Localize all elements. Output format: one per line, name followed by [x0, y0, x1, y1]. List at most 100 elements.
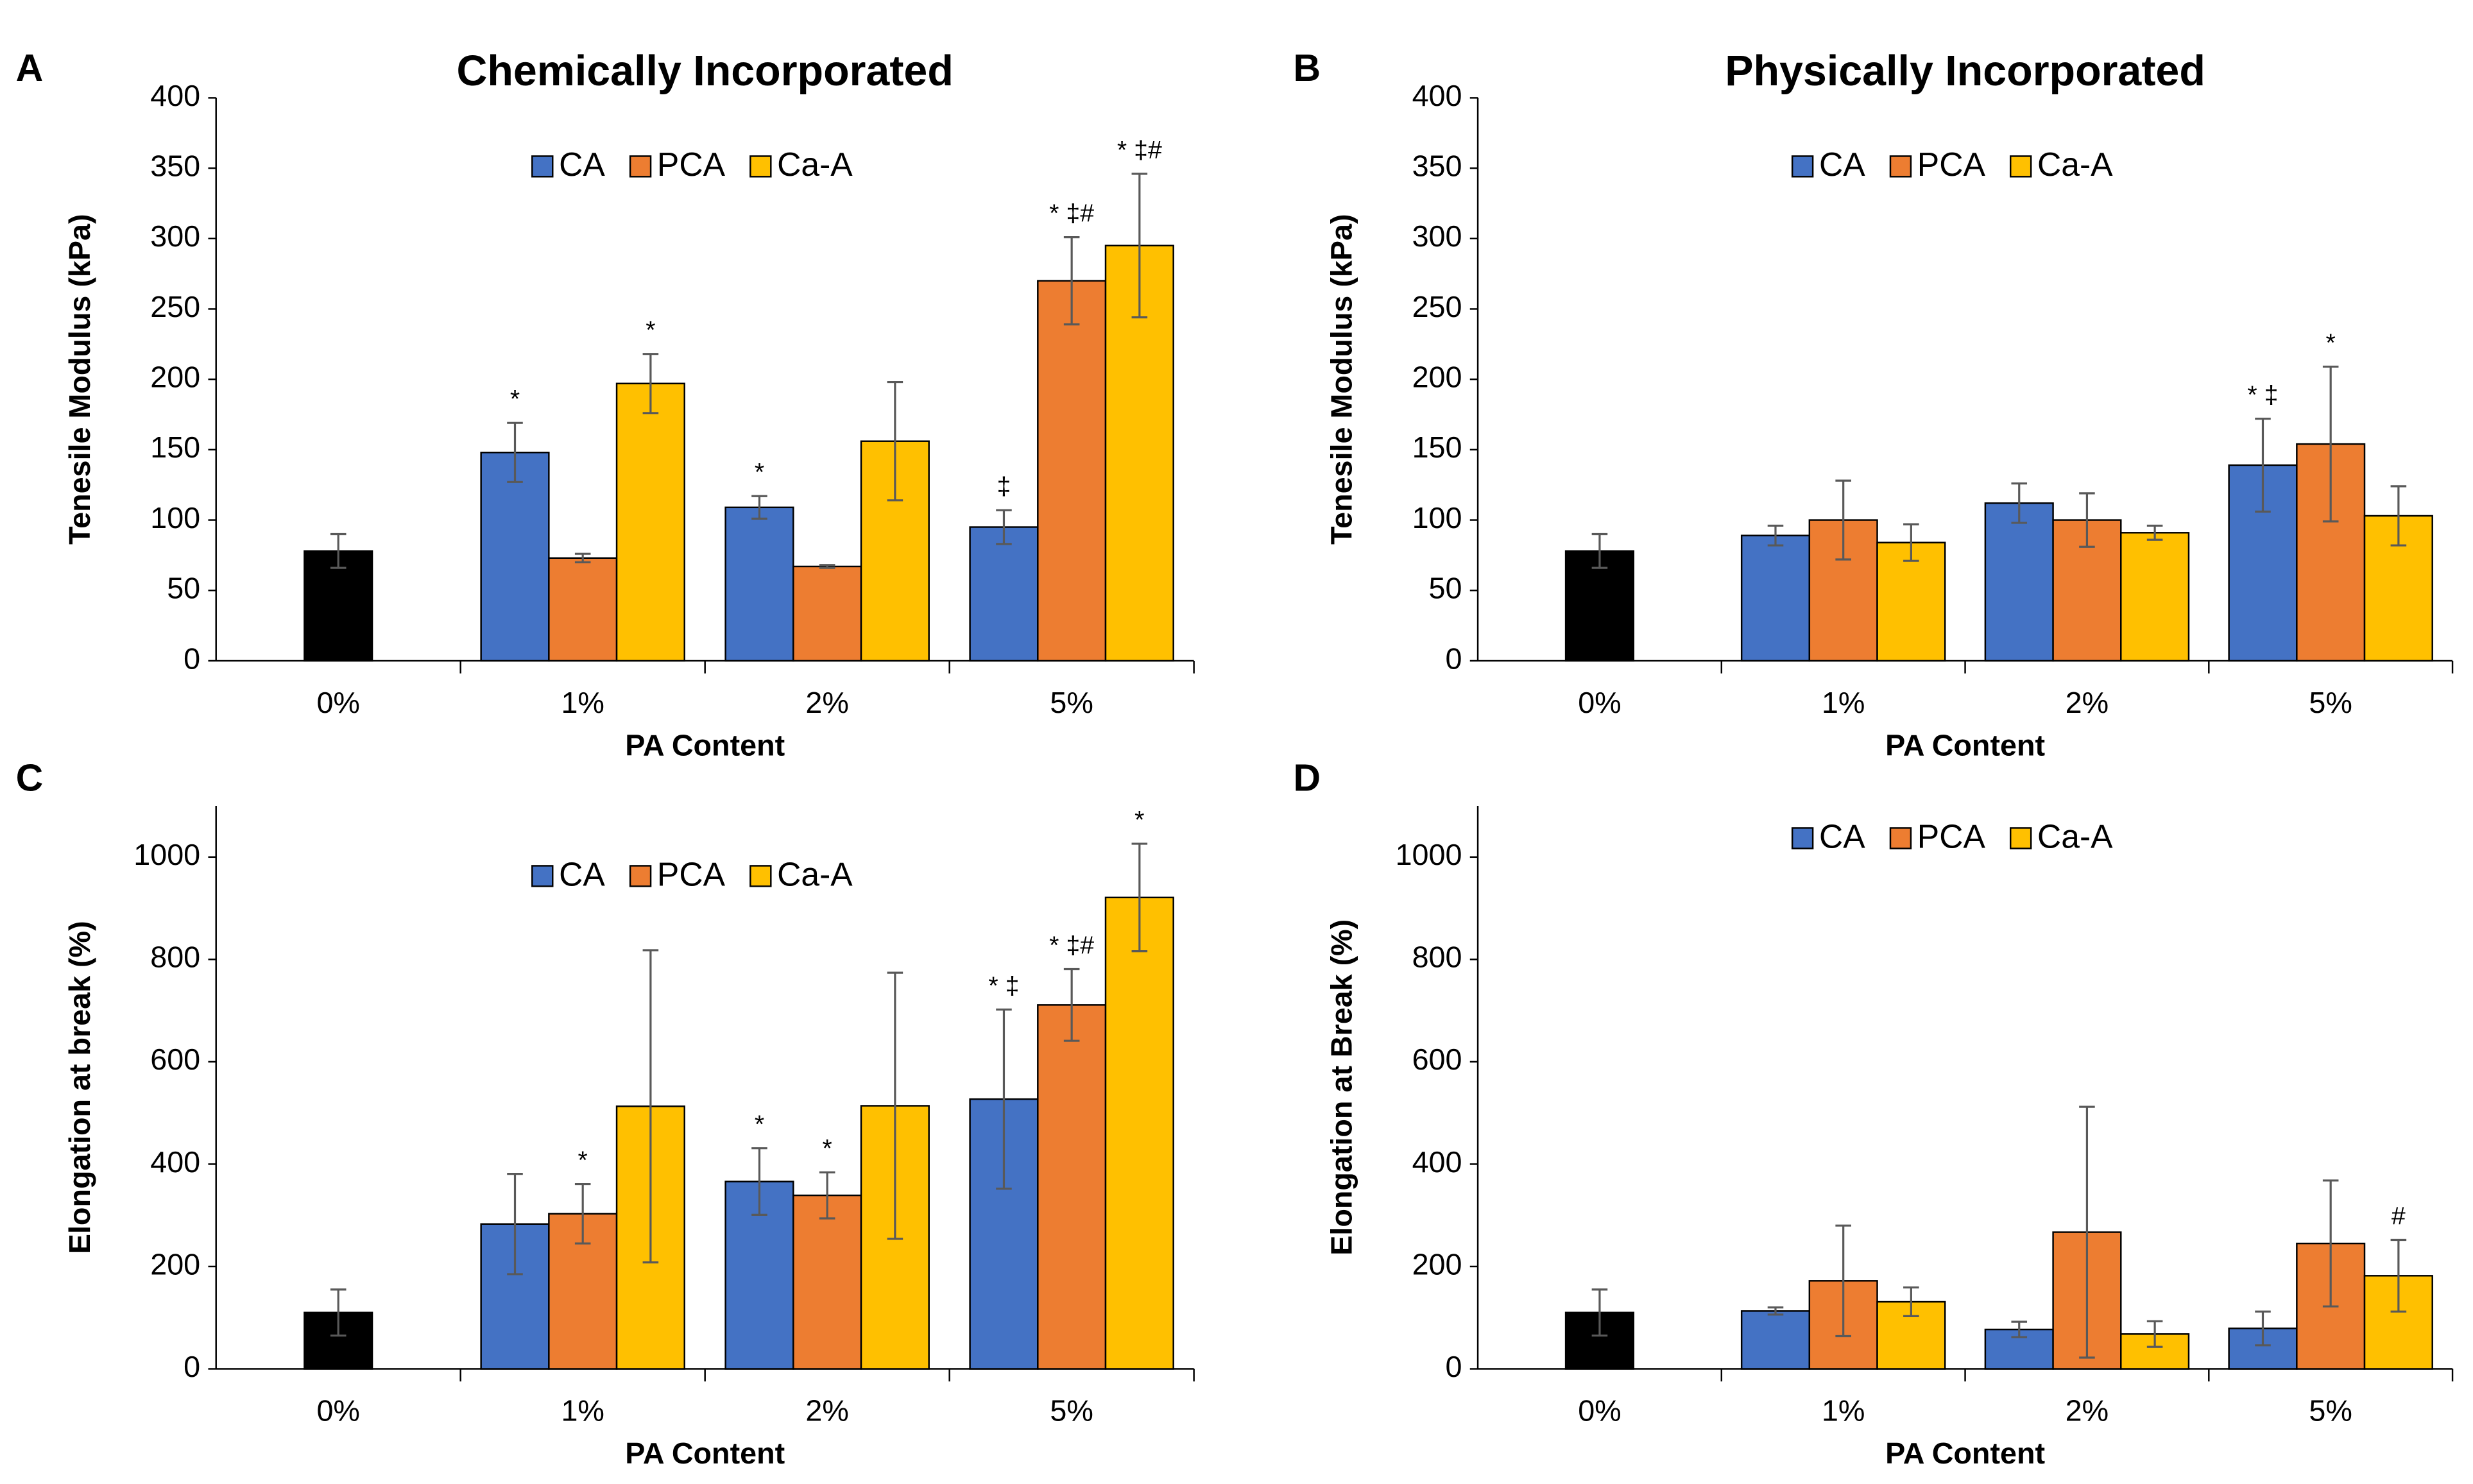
bar [724, 506, 794, 662]
legend-label: CA [559, 146, 605, 183]
y-axis-label: Elongation at Break (%) [1324, 919, 1358, 1256]
y-tick-label: 1000 [133, 838, 200, 871]
y-tick-label: 200 [1412, 1247, 1462, 1281]
legend-swatch [749, 865, 772, 887]
y-tick-label: 300 [150, 219, 200, 253]
bar [1037, 1004, 1107, 1370]
y-axis-label: Elongation at break (%) [63, 921, 96, 1254]
bar [1564, 550, 1635, 662]
y-tick-label: 100 [1412, 501, 1462, 534]
x-axis-label: PA Content [625, 1437, 785, 1470]
x-tick-label: 2% [2066, 686, 2109, 719]
significance-label: # [2392, 1202, 2406, 1230]
x-tick-label: 2% [805, 1394, 848, 1428]
chart-title: Physically Incorporated [1725, 47, 2205, 95]
y-tick-label: 50 [167, 572, 200, 605]
y-axis-label: Tenesile Modulus (kPa) [63, 214, 96, 544]
bar [1984, 502, 2054, 662]
y-tick-label: 800 [150, 941, 200, 974]
x-tick-label: 5% [1050, 686, 1093, 719]
legend-swatch [2009, 155, 2032, 178]
y-tick-label: 0 [184, 642, 200, 675]
significance-label: * [755, 458, 764, 486]
y-tick-label: 0 [1446, 1350, 1462, 1383]
legend-swatch [1889, 155, 1912, 178]
y-axis-label: Tenesile Modulus (kPa) [1324, 214, 1358, 544]
y-tick-label: 350 [1412, 149, 1462, 182]
legend-label: Ca-A [777, 855, 853, 892]
legend-label: PCA [657, 855, 726, 892]
legend-swatch [629, 865, 652, 887]
legend-label: CA [559, 855, 605, 892]
bar [548, 557, 618, 662]
bar [969, 526, 1039, 662]
x-axis-label: PA Content [625, 728, 785, 762]
legend-swatch [531, 155, 554, 178]
bar [792, 565, 862, 662]
y-tick-label: 400 [150, 79, 200, 112]
bar [1104, 896, 1174, 1370]
significance-label: * [755, 1111, 764, 1139]
y-tick-label: 250 [1412, 290, 1462, 323]
y-tick-label: 1000 [1396, 838, 1462, 871]
y-tick-label: 100 [150, 501, 200, 534]
y-tick-label: 200 [150, 1247, 200, 1281]
panel-letter: B [1293, 47, 1321, 89]
legend-swatch [1791, 155, 1814, 178]
significance-label: * ‡# [1117, 136, 1162, 164]
legend-swatch [629, 155, 652, 178]
significance-label: * ‡# [1049, 931, 1094, 959]
x-tick-label: 1% [1822, 686, 1865, 719]
y-tick-label: 150 [150, 431, 200, 464]
legend-label: PCA [1917, 817, 1986, 855]
significance-label: * [578, 1147, 588, 1175]
significance-label: * ‡# [1049, 200, 1094, 228]
legend-label: PCA [657, 146, 726, 183]
legend-swatch [2009, 827, 2032, 849]
x-tick-label: 5% [2309, 1394, 2352, 1428]
x-tick-label: 0% [316, 686, 359, 719]
x-tick-label: 5% [1050, 1394, 1093, 1428]
significance-label: * [823, 1134, 832, 1163]
legend-swatch [749, 155, 772, 178]
y-tick-label: 400 [1412, 1145, 1462, 1179]
x-axis-label: PA Content [1885, 728, 2045, 762]
chart-title: Chemically Incorporated [456, 47, 953, 95]
panel-letter: D [1293, 757, 1321, 799]
y-tick-label: 0 [1446, 642, 1462, 675]
y-tick-label: 300 [1412, 219, 1462, 253]
significance-label: ‡ [997, 472, 1011, 500]
legend-swatch [531, 865, 554, 887]
legend-swatch [1791, 827, 1814, 849]
legend-label: PCA [1917, 146, 1986, 183]
y-tick-label: 400 [1412, 79, 1462, 112]
significance-label: * [510, 385, 520, 413]
bar [480, 452, 550, 662]
panel-letter: C [16, 757, 44, 799]
x-tick-label: 2% [805, 686, 848, 719]
y-tick-label: 350 [150, 149, 200, 182]
y-tick-label: 250 [150, 290, 200, 323]
x-tick-label: 0% [1578, 1394, 1621, 1428]
legend-swatch [1889, 827, 1912, 849]
bar [304, 550, 373, 662]
significance-label: * [646, 316, 655, 345]
y-tick-label: 200 [1412, 361, 1462, 394]
y-tick-label: 200 [150, 361, 200, 394]
bar [2120, 532, 2190, 662]
x-tick-label: 5% [2309, 686, 2352, 719]
significance-label: * [1134, 806, 1144, 834]
y-tick-label: 600 [1412, 1043, 1462, 1076]
y-tick-label: 150 [1412, 431, 1462, 464]
y-tick-label: 50 [1429, 572, 1462, 605]
panel-letter: A [16, 47, 44, 89]
legend-label: CA [1819, 817, 1865, 855]
y-tick-label: 600 [150, 1043, 200, 1076]
y-tick-label: 800 [1412, 941, 1462, 974]
significance-label: * [2326, 328, 2336, 357]
significance-label: * ‡ [988, 972, 1019, 1000]
legend-label: Ca-A [2037, 146, 2113, 183]
y-tick-label: 400 [150, 1145, 200, 1179]
bar [1876, 542, 1946, 662]
